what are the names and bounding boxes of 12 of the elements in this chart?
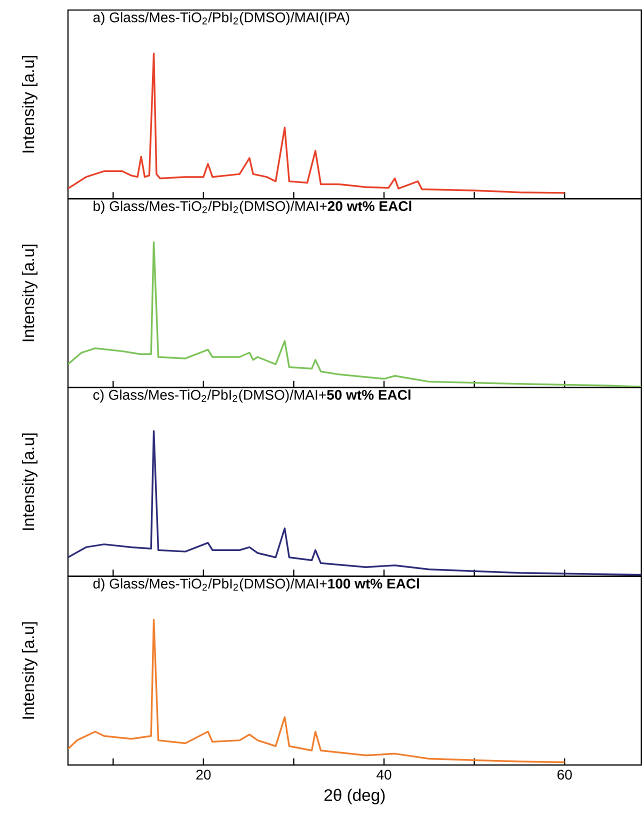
x-tick-label: 60 [558, 770, 572, 780]
chart-title: d) Glass/Mes-TiO$_{2}$/PbI$_{2}$(DMSO)/MAI+100 wt% EACl [93, 578, 419, 592]
x-tick-label: 40 [376, 770, 392, 780]
y-axis-title: Intensity [a.u] [22, 56, 38, 152]
chart-title: a) Glass/Mes-TiO$_{2}$/PbI$_{2}$(DMSO)/MAI(IPA) [93, 12, 350, 26]
y-axis-title: Intensity [a.u] [22, 434, 38, 530]
x-tick-label: 20 [196, 770, 211, 780]
y-axis-title: Intensity [a.u] [22, 622, 38, 719]
y-axis-title: Intensity [a.u] [22, 244, 38, 342]
chart-title: c) Glass/Mes-TiO$_{2}$/PbI$_{2}$(DMSO)/MAI+50 wt% EACl [93, 390, 410, 403]
x-axis-title: 2θ (deg) [324, 788, 385, 804]
chart-title: b) Glass/Mes-TiO$_{2}$/PbI$_{2}$(DMSO)/MAI+20 wt% EACl [94, 200, 412, 214]
